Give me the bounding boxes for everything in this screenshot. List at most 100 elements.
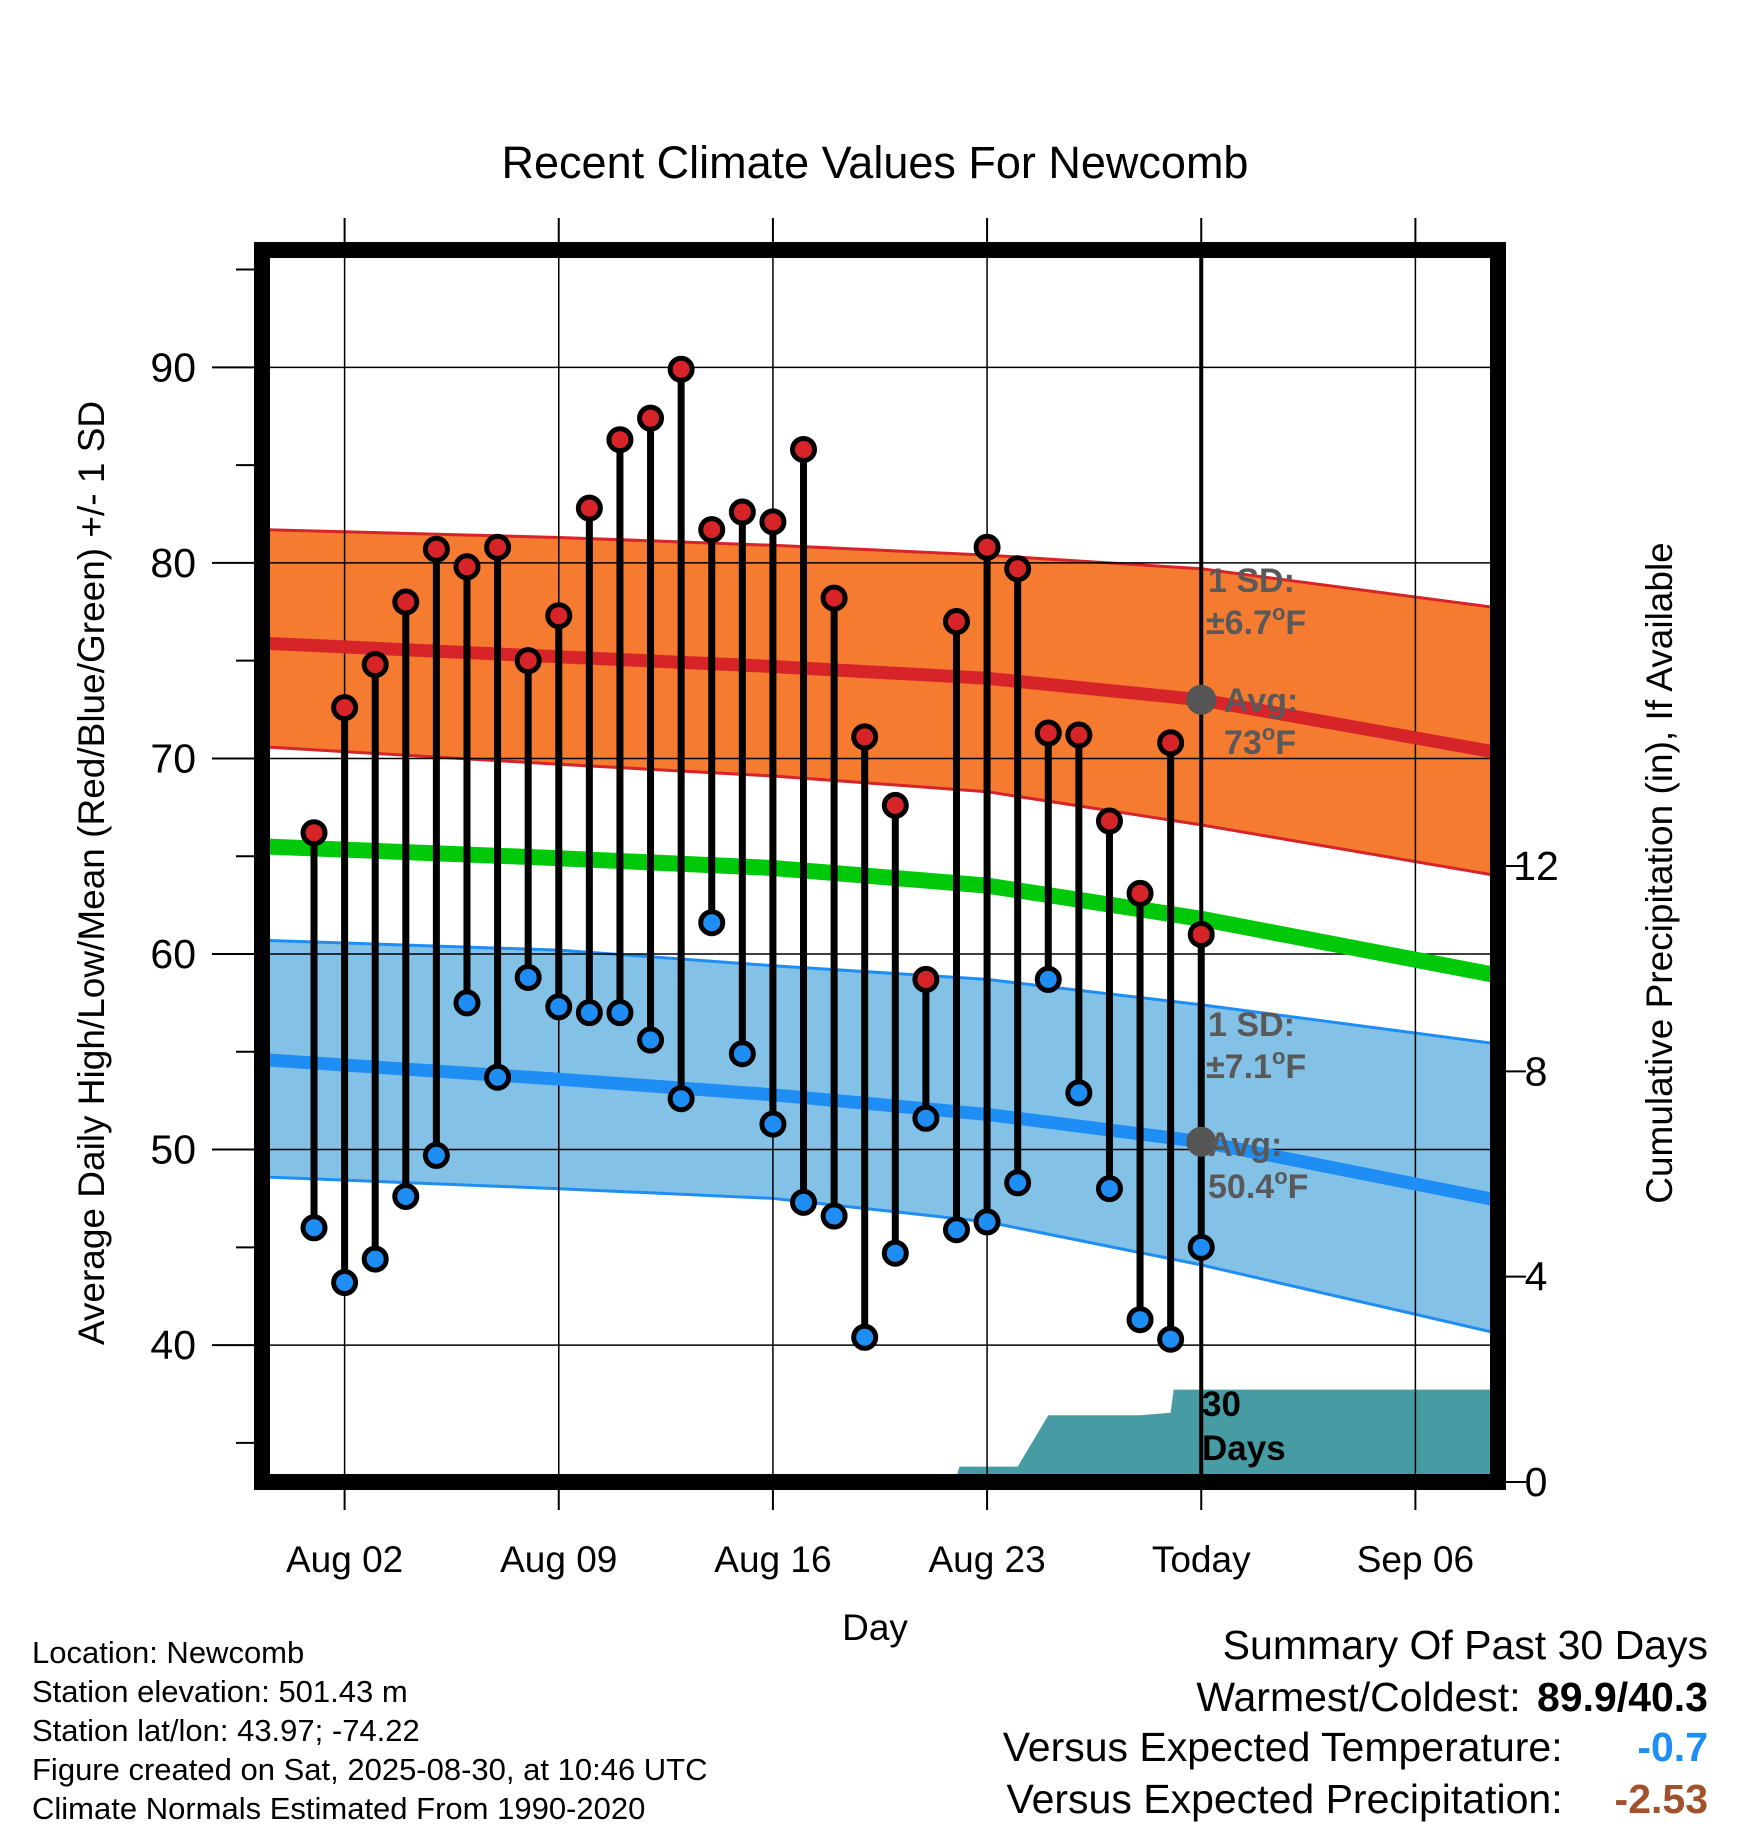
daily-low-point — [514, 963, 542, 991]
location-text: Location: Newcomb — [32, 1635, 305, 1670]
today-low-avg-marker — [1186, 1126, 1217, 1157]
daily-high-point — [484, 533, 512, 561]
latlon-text: Station lat/lon: 43.97; -74.22 — [32, 1713, 420, 1748]
y-left-tick-label: 40 — [150, 1322, 196, 1368]
y-axis-left-label: Average Daily High/Low/Mean (Red/Blue/Gr… — [71, 401, 112, 1345]
daily-low-point — [1126, 1306, 1154, 1334]
daily-low-point — [575, 999, 603, 1027]
summary-temp: Versus Expected Temperature: -0.7 — [1003, 1724, 1708, 1771]
summary-title: Summary Of Past 30 Days — [1222, 1622, 1708, 1668]
precip-value: -2.53 — [1614, 1776, 1708, 1822]
y-left-tick-label: 60 — [150, 931, 196, 977]
daily-low-point — [851, 1323, 879, 1351]
low-avg-value: 50.4oF — [1208, 1164, 1308, 1206]
x-tick-label: Aug 16 — [714, 1539, 831, 1580]
daily-low-point — [790, 1188, 818, 1216]
daily-low-point — [942, 1216, 970, 1244]
daily-low-point — [820, 1202, 848, 1230]
daily-low-point — [453, 989, 481, 1017]
daily-high-point — [575, 494, 603, 522]
y-left-tick-label: 80 — [150, 540, 196, 586]
daily-high-point — [912, 965, 940, 993]
warm-cold-value: 89.9/40.3 — [1537, 1674, 1708, 1720]
daily-high-point — [1004, 555, 1032, 583]
high-sd-lower-line — [262, 745, 1498, 878]
daily-low-point — [667, 1085, 695, 1113]
daily-high-point — [1126, 879, 1154, 907]
daily-high-point — [759, 508, 787, 536]
low-sd-upper-line — [262, 938, 1498, 1046]
daily-low-point — [1004, 1169, 1032, 1197]
daily-high-point — [1157, 729, 1185, 757]
daily-low-point — [392, 1182, 420, 1210]
daily-high-point — [514, 647, 542, 675]
daily-low-point — [300, 1214, 328, 1242]
daily-low-point — [422, 1141, 450, 1169]
days-word-label: Days — [1202, 1429, 1286, 1468]
daily-low-point — [331, 1269, 359, 1297]
temp-label: Versus Expected Temperature: — [1002, 1724, 1563, 1770]
high-avg-value: 73oF — [1224, 720, 1296, 762]
daily-low-point — [361, 1245, 389, 1273]
daily-high-point — [422, 535, 450, 563]
daily-high-point — [331, 694, 359, 722]
x-tick-label: Sep 06 — [1357, 1539, 1474, 1580]
high-sd-value: ±6.7oF — [1206, 600, 1306, 642]
low-sd-label: 1 SD: — [1208, 1006, 1295, 1044]
temp-value: -0.7 — [1637, 1724, 1708, 1770]
daily-low-point — [1157, 1325, 1185, 1353]
high-sd-label: 1 SD: — [1208, 562, 1295, 600]
daily-high-point — [1065, 721, 1093, 749]
elevation-text: Station elevation: 501.43 m — [32, 1674, 408, 1709]
daily-high-point — [942, 608, 970, 636]
daily-low-point — [912, 1104, 940, 1132]
y-axis-right-label: Cumulative Precipitation (in), If Availa… — [1639, 542, 1680, 1204]
daily-low-point — [545, 993, 573, 1021]
high-avg-label: Avg: — [1224, 682, 1298, 720]
plot-area — [262, 250, 1498, 1482]
daily-high-point — [728, 498, 756, 526]
y-right-tick-label: 4 — [1525, 1254, 1548, 1300]
daily-high-point — [790, 435, 818, 463]
low-avg-label: Avg: — [1208, 1126, 1282, 1164]
daily-high-point — [361, 651, 389, 679]
x-tick-label: Aug 02 — [286, 1539, 403, 1580]
daily-low-point — [1187, 1233, 1215, 1261]
daily-high-point — [851, 723, 879, 751]
x-tick-label: Today — [1152, 1539, 1251, 1580]
warm-cold-label: Warmest/Coldest: — [1196, 1674, 1521, 1720]
daily-high-point — [1187, 920, 1215, 948]
precip-label: Versus Expected Precipitation: — [1006, 1776, 1563, 1822]
precip-area — [262, 1389, 1498, 1482]
x-axis-label: Day — [842, 1607, 908, 1648]
y-right-tick-label: 12 — [1513, 843, 1559, 889]
high-sd-band — [262, 529, 1498, 876]
y-right-tick-label: 0 — [1525, 1459, 1548, 1505]
daily-low-point — [1065, 1079, 1093, 1107]
mean-avg-line — [262, 838, 1498, 984]
daily-high-point — [300, 819, 328, 847]
daily-high-point — [392, 588, 420, 616]
created-text: Figure created on Sat, 2025-08-30, at 10… — [32, 1752, 708, 1787]
normals-text: Climate Normals Estimated From 1990-2020 — [32, 1791, 646, 1826]
chart-title: Recent Climate Values For Newcomb — [502, 137, 1249, 188]
daily-high-point — [545, 602, 573, 630]
y-left-tick-label: 70 — [150, 735, 196, 781]
summary-precip: Versus Expected Precipitation: -2.53 — [1007, 1776, 1709, 1823]
high-avg-line — [262, 636, 1498, 759]
high-sd-upper-line — [262, 528, 1498, 610]
daily-low-point — [728, 1040, 756, 1068]
y-left-tick-label: 50 — [150, 1127, 196, 1173]
daily-high-point — [820, 584, 848, 612]
axes: Aug 02 Aug 09 Aug 16 Aug 23 Today Sep 0640506… — [150, 218, 1559, 1580]
daily-low-point — [484, 1063, 512, 1091]
y-left-tick-label: 90 — [150, 344, 196, 390]
y-right-tick-label: 8 — [1525, 1048, 1548, 1094]
daily-high-point — [973, 533, 1001, 561]
daily-low-point — [973, 1208, 1001, 1236]
daily-low-point — [881, 1239, 909, 1267]
daily-high-point — [1034, 719, 1062, 747]
daily-high-point — [453, 553, 481, 581]
